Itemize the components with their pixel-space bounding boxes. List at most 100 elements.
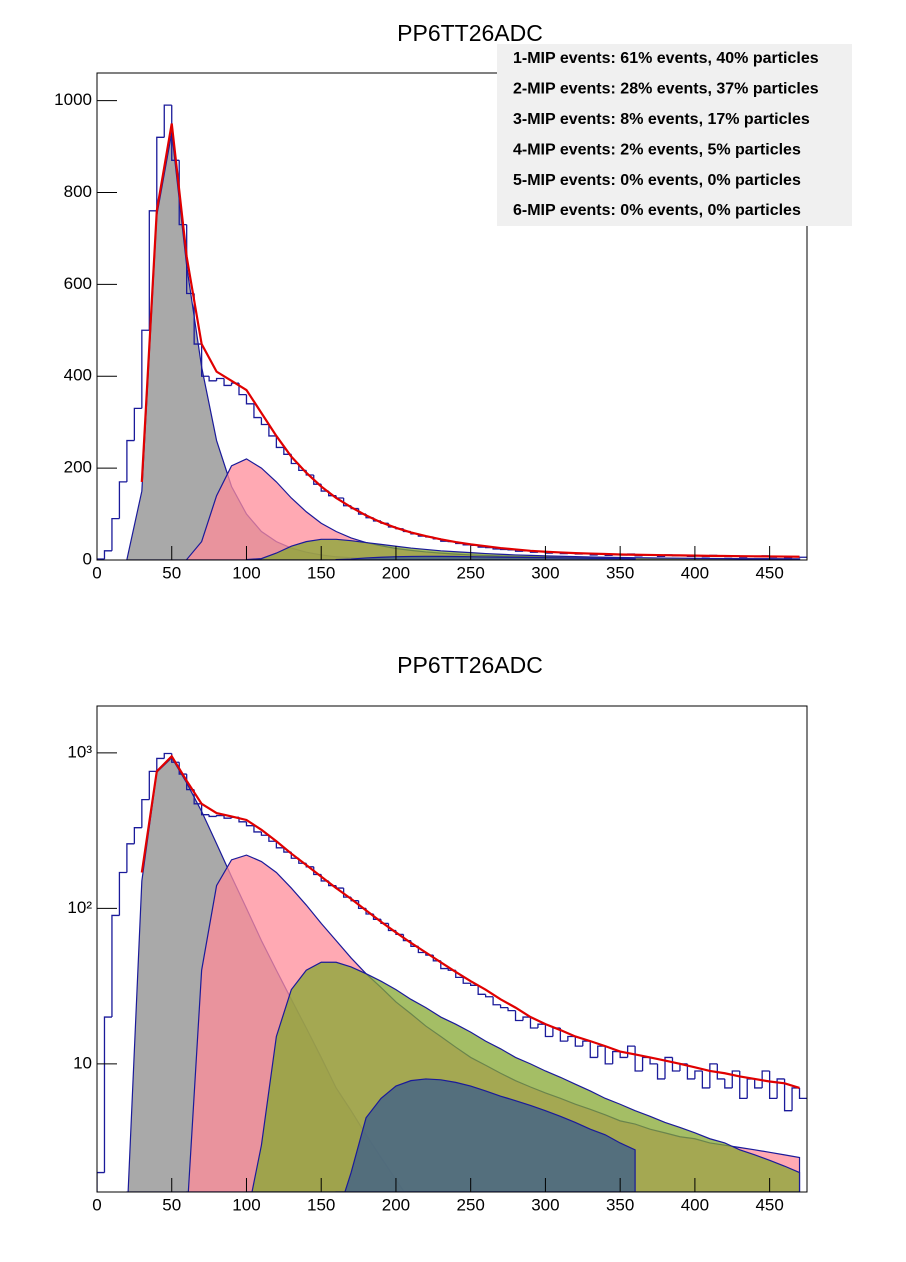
histogram-bin bbox=[507, 1007, 516, 1012]
histogram-bin bbox=[694, 1070, 703, 1079]
histogram-bin bbox=[619, 1051, 628, 1059]
x-tick-label: 150 bbox=[307, 1195, 335, 1214]
plot-area bbox=[97, 104, 807, 560]
y-tick-label: 1000 bbox=[54, 90, 92, 109]
plot-area bbox=[97, 752, 807, 1192]
histogram-bin bbox=[604, 1046, 613, 1065]
histogram-bin bbox=[559, 1028, 568, 1042]
histogram-bin bbox=[709, 1063, 718, 1088]
x-tick-label: 400 bbox=[681, 1195, 709, 1214]
chart: PP6TT26ADC 0 50 100 150 200 250 300 350 400 450 0 20… bbox=[54, 20, 852, 582]
histogram-bin bbox=[783, 1078, 793, 1112]
histogram-bin bbox=[148, 770, 157, 800]
x-tick-label: 450 bbox=[755, 1195, 783, 1214]
histogram-bin bbox=[178, 762, 187, 775]
fit-component bbox=[335, 555, 636, 560]
histogram-bin bbox=[492, 996, 501, 1006]
y-tick-label: 0 bbox=[83, 549, 92, 568]
histogram-bin bbox=[656, 1063, 665, 1080]
histogram-bin bbox=[103, 1016, 112, 1173]
plot-frame bbox=[96, 72, 808, 561]
histogram-bin bbox=[111, 518, 120, 551]
histogram-bin bbox=[514, 1010, 523, 1022]
histogram-bin bbox=[223, 815, 232, 819]
histogram-bin bbox=[215, 377, 225, 381]
x-tick-label: 250 bbox=[456, 563, 484, 582]
histogram-bin bbox=[141, 798, 150, 828]
x-tick-label: 200 bbox=[382, 563, 410, 582]
histogram-bin bbox=[97, 558, 105, 560]
y-tick-label: 200 bbox=[64, 458, 92, 477]
histogram-bin bbox=[484, 994, 494, 998]
histogram-bin bbox=[126, 439, 135, 482]
histogram-bin bbox=[238, 383, 247, 396]
histogram-bin bbox=[529, 1017, 538, 1029]
x-tick-label: 350 bbox=[606, 563, 634, 582]
histogram-bin bbox=[118, 871, 127, 916]
histogram-bin bbox=[724, 1078, 733, 1089]
histogram-bin bbox=[686, 1063, 695, 1080]
histogram-bin bbox=[260, 417, 269, 426]
x-tick-label: 150 bbox=[307, 563, 335, 582]
legend-text: 1-MIP events: 61% events, 40% particles bbox=[513, 50, 819, 67]
fit-component bbox=[335, 1078, 636, 1192]
histogram-bin bbox=[118, 481, 127, 519]
chart: PP6TT26ADC 0 50 100 150 200 250 300 350 400 450 10 1… bbox=[67, 652, 808, 1214]
histogram-bin bbox=[268, 835, 277, 842]
histogram-bin bbox=[97, 1171, 105, 1192]
fit-component bbox=[245, 538, 801, 560]
histogram-bin bbox=[776, 1078, 785, 1099]
y-tick-label: 10 bbox=[73, 1053, 92, 1072]
x-tick-label: 0 bbox=[92, 563, 101, 582]
histogram-bin bbox=[208, 814, 217, 818]
x-tick-label: 400 bbox=[681, 563, 709, 582]
plot-frame bbox=[96, 705, 808, 1193]
histogram-bin bbox=[245, 394, 254, 405]
histogram-bin bbox=[798, 1087, 807, 1100]
fit-total bbox=[140, 754, 800, 1090]
x-tick-label: 100 bbox=[232, 1195, 260, 1214]
legend-text: 2-MIP events: 28% events, 37% particles bbox=[513, 81, 819, 98]
histogram-bin bbox=[156, 136, 165, 211]
histogram-bin bbox=[664, 1056, 673, 1079]
y-tick-label: 800 bbox=[64, 182, 92, 201]
histogram-bin bbox=[761, 1070, 770, 1088]
legend-box bbox=[497, 44, 852, 226]
histogram-bin bbox=[223, 378, 232, 387]
histogram-bin bbox=[522, 1016, 531, 1021]
histogram-bin bbox=[215, 814, 225, 817]
histogram-bin bbox=[477, 985, 486, 995]
histogram-bin bbox=[649, 1057, 658, 1065]
legend-text: 3-MIP events: 8% events, 17% particles bbox=[513, 111, 810, 128]
histogram-bin bbox=[200, 803, 210, 816]
y-tick-label: 10³ bbox=[67, 742, 92, 761]
histogram-bin bbox=[275, 435, 284, 449]
histogram-bin bbox=[245, 821, 254, 827]
x-tick-label: 450 bbox=[755, 563, 783, 582]
x-tick-label: 350 bbox=[606, 1195, 634, 1214]
y-tick-label: 400 bbox=[64, 366, 92, 385]
histogram-bin bbox=[193, 293, 202, 345]
histogram-bin bbox=[111, 914, 120, 1018]
y-tick-label: 10² bbox=[67, 898, 92, 917]
histogram-bin bbox=[163, 104, 172, 138]
fit-total bbox=[140, 123, 800, 558]
legend-text: 4-MIP events: 2% events, 5% particles bbox=[513, 141, 801, 158]
x-tick-label: 100 bbox=[232, 563, 260, 582]
x-tick-label: 50 bbox=[162, 1195, 181, 1214]
x-tick-label: 300 bbox=[531, 563, 559, 582]
chart-title: PP6TT26ADC bbox=[397, 20, 543, 46]
legend-text: 5-MIP events: 0% events, 0% particles bbox=[513, 172, 801, 189]
histogram-bin bbox=[103, 550, 112, 560]
histogram-bin bbox=[716, 1063, 725, 1080]
histogram-bin bbox=[133, 407, 142, 441]
legend-text: 6-MIP events: 0% events, 0% particles bbox=[513, 202, 801, 219]
histogram-bin bbox=[253, 825, 262, 833]
histogram-bin bbox=[208, 376, 217, 382]
histogram-bin bbox=[148, 210, 157, 331]
histogram-bin bbox=[126, 843, 135, 873]
histogram-bin bbox=[133, 827, 142, 844]
x-tick-label: 250 bbox=[456, 1195, 484, 1214]
histogram-bin bbox=[574, 1036, 583, 1047]
